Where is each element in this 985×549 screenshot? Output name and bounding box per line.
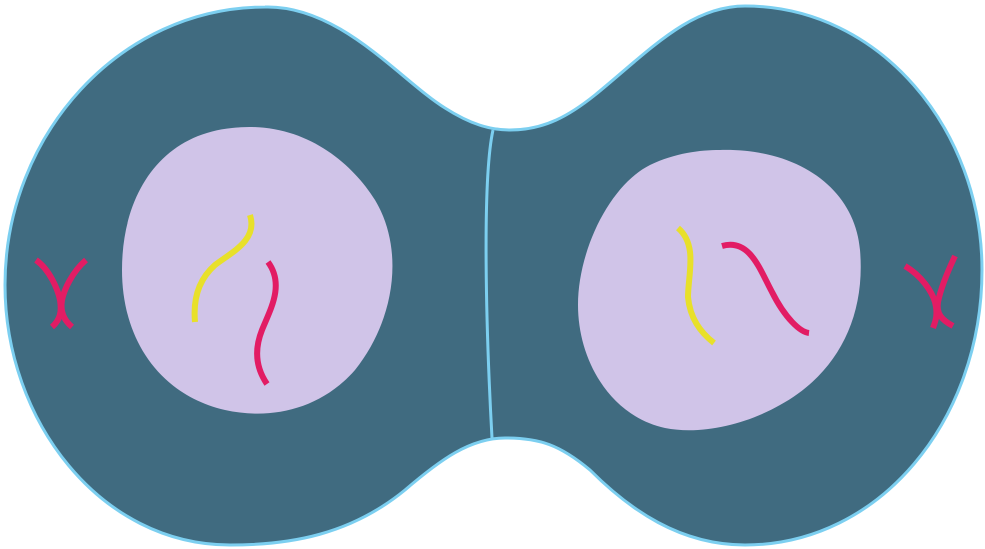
cleavage-membrane xyxy=(484,129,495,439)
left-chromosome-pink xyxy=(254,260,279,386)
right-x-chromosome xyxy=(903,254,958,330)
left-chromosome-yellow xyxy=(191,214,255,323)
right-chromosome-pink xyxy=(721,241,810,336)
left-nucleus xyxy=(122,126,393,414)
left-x-chromosome xyxy=(34,257,89,330)
right-nucleus xyxy=(578,149,861,431)
right-chromosome-yellow xyxy=(675,225,716,346)
